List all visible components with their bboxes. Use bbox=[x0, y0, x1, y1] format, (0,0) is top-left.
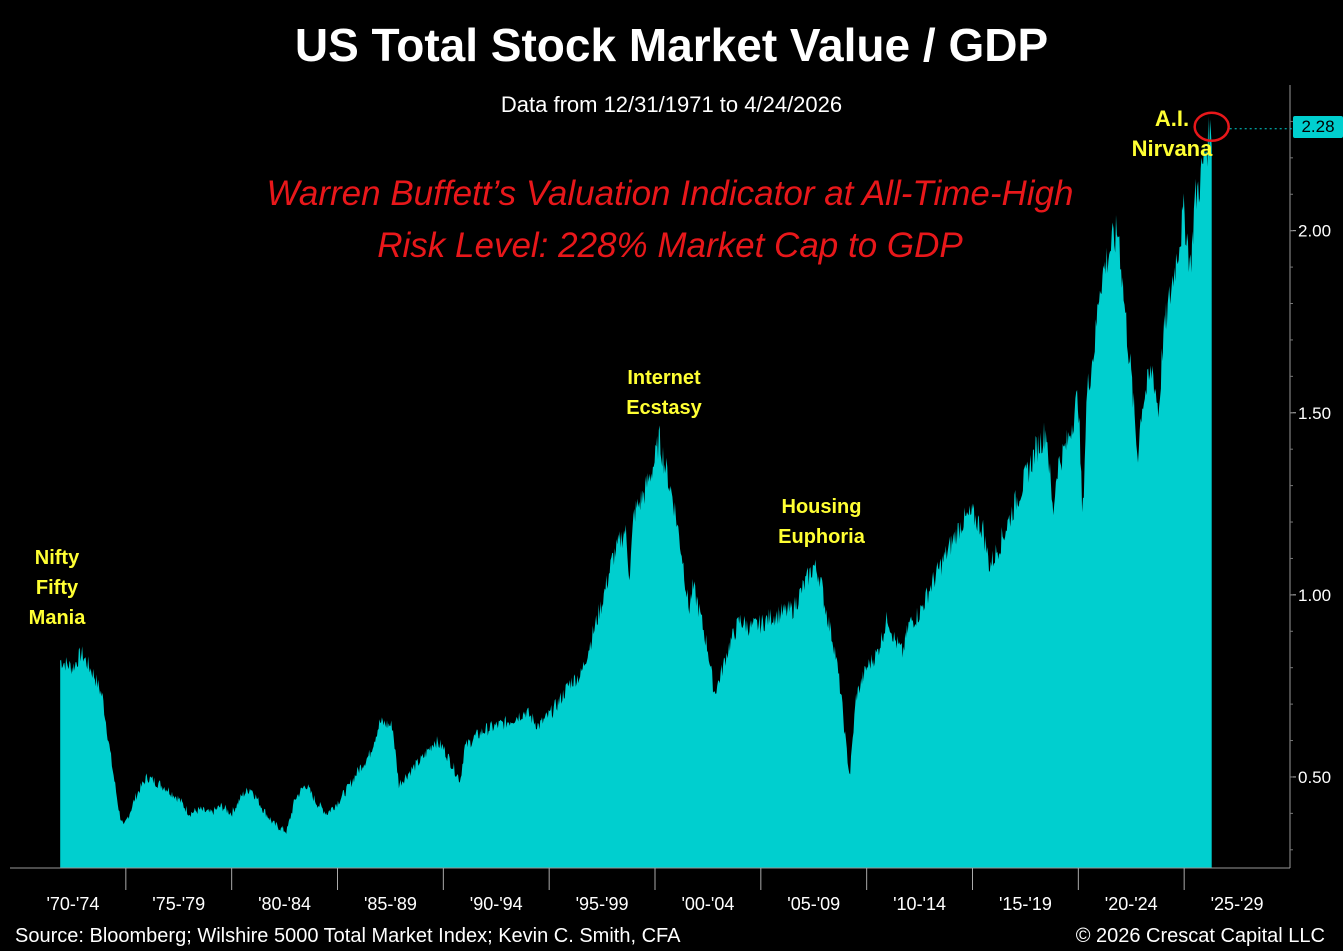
highlight-circle bbox=[1193, 111, 1230, 142]
x-tick-label: '75-'79 bbox=[152, 894, 205, 914]
x-tick-label: '05-'09 bbox=[787, 894, 840, 914]
footer-source: Source: Bloomberg; Wilshire 5000 Total M… bbox=[15, 925, 681, 947]
x-tick-label: '15-'19 bbox=[999, 894, 1052, 914]
y-tick-label: 1.00 bbox=[1298, 586, 1331, 605]
headline-annotation: Warren Buffett’s Valuation Indicator at … bbox=[266, 174, 1074, 265]
chart-subtitle: Data from 12/31/1971 to 4/24/2026 bbox=[500, 92, 843, 117]
annotation-internet: Internet Ecstasy bbox=[626, 367, 702, 419]
x-tick-label: '70-'74 bbox=[46, 894, 99, 914]
x-tick-label: '25-'29 bbox=[1211, 894, 1264, 914]
annotation-ai: A.I. Nirvana bbox=[1131, 106, 1213, 161]
footer-copyright: © 2026 Crescat Capital LLC bbox=[1075, 925, 1325, 947]
y-tick-label: 1.50 bbox=[1298, 404, 1331, 423]
y-tick-label: 0.50 bbox=[1298, 768, 1331, 787]
x-tick-label: '85-'89 bbox=[364, 894, 417, 914]
x-tick-label: '95-'99 bbox=[576, 894, 629, 914]
y-tick-label: 2.00 bbox=[1298, 222, 1331, 241]
x-tick-label: '10-'14 bbox=[893, 894, 946, 914]
last-value-badge: 2.28 bbox=[1293, 116, 1343, 138]
annotation-housing: Housing Euphoria bbox=[778, 496, 865, 548]
series-area bbox=[60, 116, 1212, 869]
annotation-nifty-fifty: Nifty Fifty Mania bbox=[28, 547, 86, 629]
x-tick-label: '90-'94 bbox=[470, 894, 523, 914]
x-tick-label: '20-'24 bbox=[1105, 894, 1158, 914]
x-tick-label: '00-'04 bbox=[681, 894, 734, 914]
x-tick-label: '80-'84 bbox=[258, 894, 311, 914]
chart-title: US Total Stock Market Value / GDP bbox=[294, 19, 1049, 71]
